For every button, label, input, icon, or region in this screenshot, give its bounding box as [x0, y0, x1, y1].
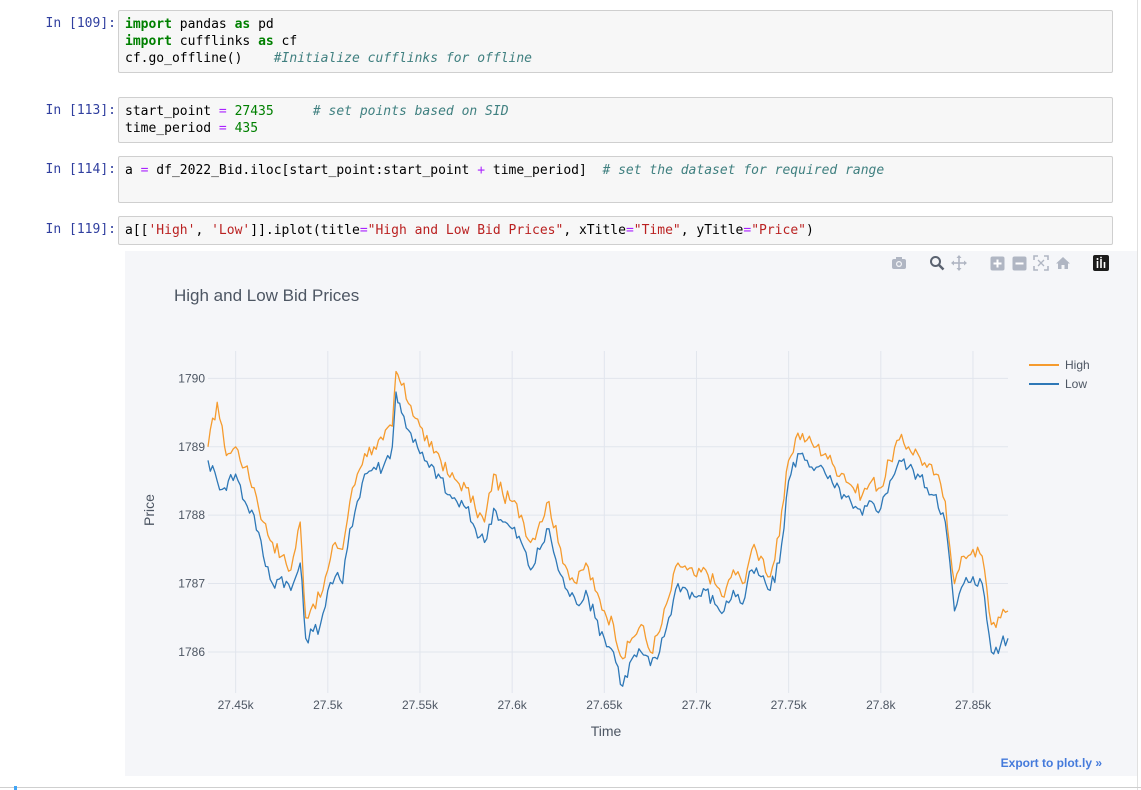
code-token: import	[125, 34, 172, 49]
pan-icon[interactable]	[951, 255, 967, 271]
x-tick-label: 27.75k	[771, 698, 808, 712]
code-token: time_period	[125, 121, 219, 136]
plotly-chart-output[interactable]: 1786 1787 1788 1789 1790 27.45k 27.5k 27.55k 27.…	[125, 251, 1137, 776]
code-token: pandas	[171, 17, 235, 32]
export-to-plotly-link[interactable]: Export to plot.ly »	[1000, 756, 1102, 770]
code-token: =	[625, 223, 634, 238]
code-token: )	[806, 223, 814, 238]
code-line: cf.go_offline() #Initialize cufflinks fo…	[125, 50, 1106, 67]
cell-prompt: In [109]:	[45, 16, 116, 31]
series-line-high[interactable]	[207, 370, 1009, 660]
code-token: cufflinks	[171, 34, 259, 49]
code-token	[227, 104, 235, 119]
x-tick-label: 27.85k	[955, 698, 992, 712]
x-tick-label: 27.7k	[682, 698, 712, 712]
code-token: ]].iplot(title	[250, 223, 360, 238]
camera-icon[interactable]	[891, 255, 907, 271]
code-token: =	[359, 223, 368, 238]
home-icon[interactable]	[1055, 255, 1071, 271]
code-token: =	[218, 121, 227, 136]
autoscale-icon[interactable]	[1033, 255, 1049, 271]
code-line: a[['High', 'Low']].iplot(title="High and…	[125, 222, 1106, 239]
legend-label-high[interactable]: High	[1065, 358, 1090, 372]
code-token: =	[743, 223, 752, 238]
y-tick-label: 1790	[178, 371, 205, 385]
series-line-low[interactable]	[207, 391, 1009, 687]
window-scrollbar-track[interactable]	[1137, 0, 1138, 790]
x-tick-label: 27.45k	[218, 698, 255, 712]
chart-svg[interactable]: 1786 1787 1788 1789 1790 27.45k 27.5k 27.55k 27.…	[125, 251, 1137, 776]
cell-divider	[0, 787, 1141, 788]
x-tick-label: 27.5k	[313, 698, 343, 712]
code-token: +	[477, 163, 486, 178]
code-line: time_period = 435	[125, 120, 1106, 137]
legend-label-low[interactable]: Low	[1065, 377, 1087, 391]
code-token: # set the dataset for required range	[602, 163, 885, 178]
code-token: as	[258, 34, 274, 49]
y-tick-label: 1786	[178, 645, 205, 659]
zoom-in-icon[interactable]	[989, 255, 1005, 271]
x-tick-label: 27.55k	[402, 698, 439, 712]
code-token: 'Low'	[211, 223, 251, 238]
zoom-icon[interactable]	[929, 255, 945, 271]
code-line: import pandas as pd	[125, 16, 1106, 33]
zoom-out-icon[interactable]	[1011, 255, 1027, 271]
y-tick-label: 1789	[178, 440, 205, 454]
code-token	[227, 121, 235, 136]
code-token: 'High'	[148, 223, 196, 238]
cell-selection-marker	[14, 786, 17, 790]
code-token: =	[140, 163, 149, 178]
code-token: cf.go_offline()	[125, 51, 274, 66]
cell-prompt: In [119]:	[45, 222, 116, 237]
code-token: time_period]	[485, 163, 603, 178]
code-token: cf	[273, 34, 298, 49]
cell-prompt: In [114]:	[45, 162, 116, 177]
code-token: #Initialize cufflinks for offline	[273, 51, 532, 66]
code-token: a[[	[125, 223, 149, 238]
code-token: "Time"	[633, 223, 681, 238]
code-token: import	[125, 17, 172, 32]
code-token: 27435	[234, 104, 274, 119]
y-axis-title: Price	[141, 494, 157, 526]
x-tick-label: 27.65k	[586, 698, 623, 712]
y-tick-label: 1787	[178, 577, 205, 591]
plotly-modebar	[891, 255, 1109, 271]
code-token: # set points based on SID	[312, 104, 509, 119]
code-token: 435	[234, 121, 259, 136]
plotly-logo-icon[interactable]	[1093, 255, 1109, 271]
chart-title: High and Low Bid Prices	[174, 286, 359, 305]
x-tick-label: 27.8k	[866, 698, 896, 712]
code-line: import cufflinks as cf	[125, 33, 1106, 50]
code-token	[274, 104, 313, 119]
code-token: =	[218, 104, 227, 119]
code-token: "High and Low Bid Prices"	[367, 223, 564, 238]
y-tick-label: 1788	[178, 508, 205, 522]
code-token: "Price"	[751, 223, 806, 238]
code-cell-input[interactable]: a = df_2022_Bid.iloc[start_point:start_p…	[118, 156, 1113, 203]
code-token: start_point	[125, 104, 219, 119]
cell-prompt: In [113]:	[45, 103, 116, 118]
x-axis-title: Time	[591, 723, 622, 739]
code-token: a	[125, 163, 141, 178]
x-tick-label: 27.6k	[497, 698, 527, 712]
code-cell-input[interactable]: start_point = 27435 # set points based o…	[118, 97, 1113, 143]
code-line: a = df_2022_Bid.iloc[start_point:start_p…	[125, 162, 1106, 179]
code-token: as	[234, 17, 251, 32]
code-cell-input[interactable]: import pandas as pd import cufflinks as c…	[118, 10, 1113, 73]
code-token: , xTitle	[563, 223, 626, 238]
code-token: ,	[195, 223, 212, 238]
code-token: , yTitle	[680, 223, 744, 238]
code-cell-input[interactable]: a[['High', 'Low']].iplot(title="High and…	[118, 216, 1113, 245]
plot-area[interactable]	[208, 351, 1008, 693]
code-token: df_2022_Bid.iloc[start_point:start_point	[148, 163, 478, 178]
code-line: start_point = 27435 # set points based o…	[125, 103, 1106, 120]
code-token: pd	[250, 17, 274, 32]
